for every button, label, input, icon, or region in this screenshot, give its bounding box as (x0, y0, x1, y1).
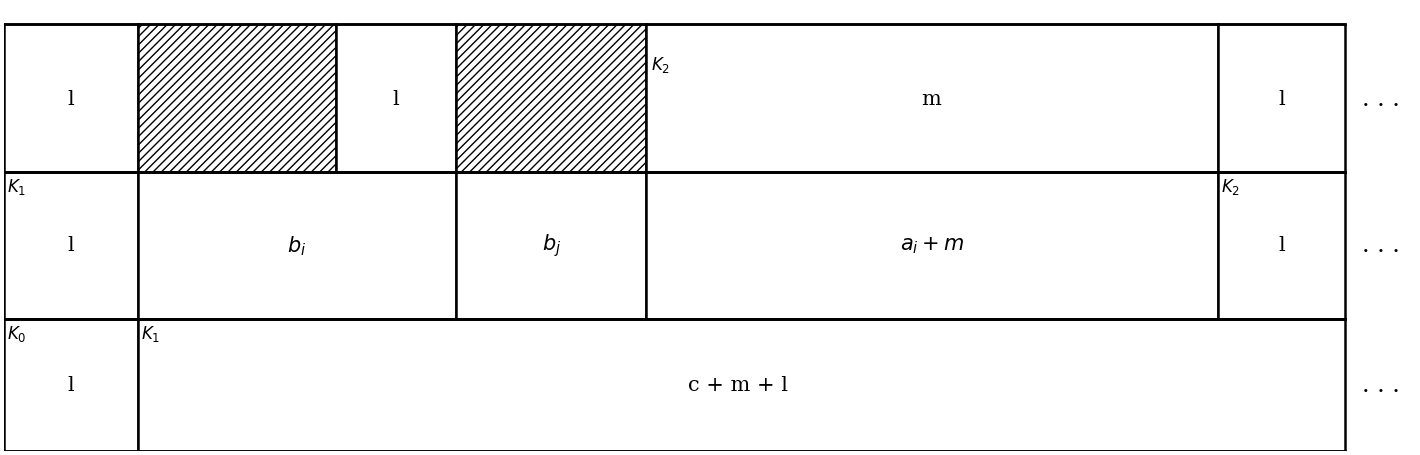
Text: c + m + l: c + m + l (689, 375, 788, 394)
Bar (138, 25, 337, 172)
Bar (1218, 172, 1345, 319)
Bar (646, 25, 1218, 172)
Text: m: m (922, 90, 941, 108)
Text: $b_j$: $b_j$ (541, 232, 561, 259)
Bar (456, 25, 646, 172)
Bar (138, 319, 1345, 451)
Text: $b_i$: $b_i$ (287, 233, 307, 257)
Text: l: l (68, 90, 75, 108)
Text: $K_1$: $K_1$ (141, 323, 160, 343)
Text: . . .: . . . (1362, 234, 1400, 257)
Bar (4, 25, 138, 172)
Text: $a_i + m$: $a_i + m$ (900, 235, 964, 256)
Text: l: l (68, 375, 75, 394)
Bar (456, 172, 646, 319)
Bar (1218, 25, 1345, 172)
Text: . . .: . . . (1362, 87, 1400, 111)
Text: $K_2$: $K_2$ (650, 55, 670, 75)
Bar (4, 319, 138, 451)
Bar (4, 172, 138, 319)
Text: l: l (392, 90, 399, 108)
Text: l: l (1278, 90, 1285, 108)
Text: $K_0$: $K_0$ (7, 323, 27, 343)
Text: l: l (1278, 236, 1285, 255)
Text: l: l (68, 236, 75, 255)
Bar (138, 172, 456, 319)
Text: $K_1$: $K_1$ (7, 177, 26, 197)
Text: $K_2$: $K_2$ (1221, 177, 1240, 197)
Bar (337, 25, 456, 172)
Bar (646, 172, 1218, 319)
Text: . . .: . . . (1362, 374, 1400, 396)
